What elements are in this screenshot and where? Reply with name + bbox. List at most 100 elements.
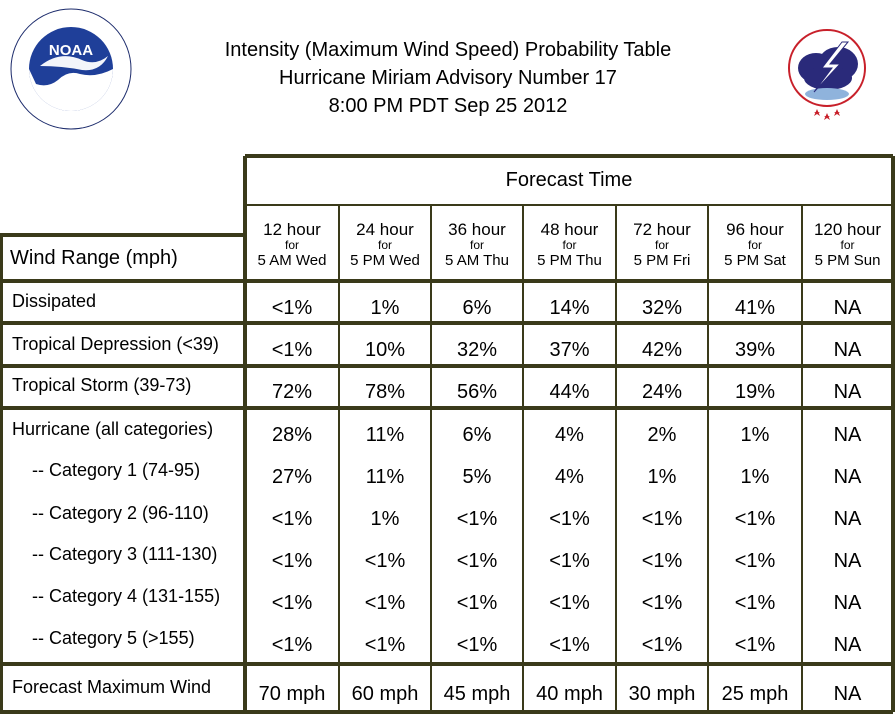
column-header: 48 hour for 5 PM Thu	[523, 221, 616, 268]
table-cell: NA	[833, 591, 862, 614]
column-when: 5 AM Thu	[445, 252, 509, 269]
table-cell: 2%	[647, 423, 677, 446]
column-for: for	[562, 238, 577, 252]
table-rule	[0, 710, 893, 714]
table-cell: <1%	[549, 591, 590, 614]
table-cell: 6%	[462, 423, 492, 446]
table-cell: <1%	[456, 591, 498, 614]
table-cell: <1%	[456, 507, 498, 530]
table-cell: <1%	[641, 549, 683, 572]
row-label: Dissipated	[12, 291, 97, 311]
title-line-3: 8:00 PM PDT Sep 25 2012	[328, 95, 568, 117]
table-cell: <1%	[271, 338, 313, 361]
table-cell: <1%	[641, 507, 683, 530]
table-rule	[0, 235, 3, 712]
column-when: 5 PM Wed	[350, 252, 420, 269]
column-header: 120 hour for 5 PM Sun	[802, 221, 893, 268]
table-cell: <1%	[456, 633, 498, 656]
row-label: -- Category 3 (111-130)	[32, 544, 218, 564]
table-cell: 25 mph	[721, 682, 789, 705]
table-cell: 70 mph	[258, 682, 326, 705]
table-cell: 11%	[365, 423, 405, 446]
table-cell: 37%	[549, 338, 590, 361]
column-hours: 72 hour	[633, 220, 691, 239]
table-cell: 19%	[734, 380, 776, 403]
table-cell: 32%	[641, 296, 683, 319]
table-cell: 44%	[549, 380, 590, 403]
table-cell: 1%	[647, 465, 677, 488]
table-rule	[430, 205, 432, 712]
table-rule	[0, 662, 893, 666]
table-rule	[522, 205, 524, 712]
table-cell: 14%	[549, 296, 590, 319]
page-title: Intensity (Maximum Wind Speed) Probabili…	[150, 36, 746, 120]
table-cell: 30 mph	[628, 682, 696, 705]
table-cell: <1%	[734, 591, 776, 614]
column-when: 5 PM Sat	[724, 252, 786, 269]
table-cell: 60 mph	[351, 682, 419, 705]
table-cell: NA	[833, 633, 862, 656]
column-when: 5 PM Thu	[537, 252, 602, 269]
table-rule	[615, 205, 617, 712]
table-cell: <1%	[549, 633, 590, 656]
column-hours: 24 hour	[356, 220, 414, 239]
table-cell: 4%	[555, 465, 584, 488]
forecast-time-header: Forecast Time	[505, 169, 633, 191]
table-cell: 32%	[456, 338, 498, 361]
column-header: 24 hour for 5 PM Wed	[339, 221, 431, 268]
table-cell: <1%	[549, 507, 590, 530]
table-cell: 40 mph	[536, 682, 603, 705]
column-when: 5 PM Fri	[633, 252, 691, 269]
svg-text:NOAA: NOAA	[49, 42, 93, 59]
row-header: Wind Range (mph)	[10, 247, 178, 269]
column-for: for	[377, 238, 392, 252]
table-cell: <1%	[456, 549, 498, 572]
table-rule	[245, 154, 893, 158]
table-rule	[0, 233, 245, 237]
row-label: -- Category 4 (131-155)	[32, 586, 221, 606]
table-cell: 42%	[641, 338, 683, 361]
nws-logo	[768, 8, 886, 130]
table-cell: NA	[833, 507, 862, 530]
table-cell: 6%	[462, 296, 492, 319]
table-cell: 5%	[462, 465, 492, 488]
table-cell: <1%	[734, 549, 776, 572]
table-cell: <1%	[271, 549, 313, 572]
column-header: 12 hour for 5 AM Wed	[245, 221, 339, 268]
title-line-2: Hurricane Miriam Advisory Number 17	[279, 67, 617, 89]
table-cell: 41%	[734, 296, 776, 319]
table-cell: 11%	[365, 465, 405, 488]
table-cell: 27%	[271, 465, 313, 488]
table-cell: 1%	[370, 507, 400, 530]
column-header: 36 hour for 5 AM Thu	[431, 221, 523, 268]
table-cell: 1%	[740, 465, 770, 488]
column-for: for	[840, 238, 855, 252]
table-cell: 24%	[641, 380, 683, 403]
column-hours: 120 hour	[813, 220, 882, 239]
table-cell: <1%	[271, 633, 313, 656]
table-cell: <1%	[641, 591, 683, 614]
column-for: for	[747, 238, 762, 252]
table-cell: <1%	[271, 507, 313, 530]
table-rule	[891, 156, 895, 712]
column-hours: 12 hour	[263, 220, 321, 239]
table-cell: <1%	[271, 296, 313, 319]
page-header: NOAA Intensity (Maximum Wind Speed) Prob…	[0, 0, 895, 150]
table-rule	[245, 204, 893, 206]
row-label: -- Category 5 (>155)	[32, 628, 195, 648]
table-cell: <1%	[364, 549, 406, 572]
table-rule	[707, 205, 709, 712]
table-cell: 1%	[370, 296, 400, 319]
table-cell: NA	[833, 682, 862, 705]
table-cell: NA	[833, 465, 862, 488]
column-header: 96 hour for 5 PM Sat	[708, 221, 802, 268]
table-rule	[243, 156, 247, 712]
table-cell: NA	[833, 296, 862, 319]
table-cell: <1%	[734, 507, 776, 530]
table-cell: 4%	[555, 423, 584, 446]
column-when: 5 AM Wed	[257, 252, 327, 269]
table-cell: <1%	[271, 591, 313, 614]
table-cell: 45 mph	[443, 682, 511, 705]
table-cell: <1%	[549, 549, 590, 572]
table-cell: NA	[833, 338, 862, 361]
